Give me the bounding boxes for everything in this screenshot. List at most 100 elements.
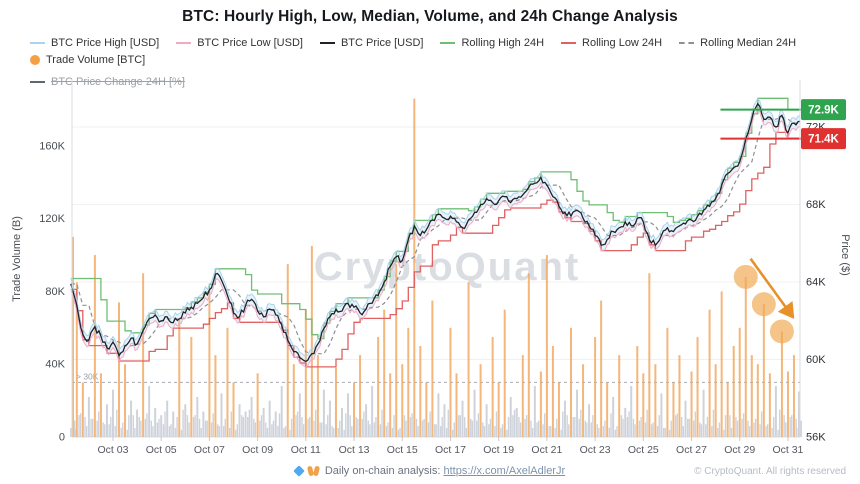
volume-minibar	[489, 418, 492, 437]
volume-bar	[654, 364, 657, 437]
legend-item[interactable]: Rolling Low 24H	[561, 37, 662, 49]
price-band	[70, 98, 801, 367]
volume-bar	[359, 355, 362, 437]
volume-minibar	[464, 416, 466, 437]
volume-bar	[87, 396, 90, 437]
volume-minibar	[259, 420, 261, 437]
volume-minibar	[339, 420, 341, 437]
volume-bar	[196, 396, 199, 437]
volume-minibar	[506, 429, 508, 437]
volume-bar	[353, 382, 356, 437]
volume-minibar	[742, 413, 745, 437]
x-axis-tick-label: Oct 29	[724, 444, 755, 456]
volume-minibar	[524, 418, 526, 437]
volume-bar	[702, 389, 705, 437]
volume-bar	[72, 236, 74, 437]
volume-minibar	[586, 422, 588, 437]
volume-minibar	[375, 416, 377, 437]
volume-minibar	[513, 409, 516, 437]
legend-item[interactable]: BTC Price [USD]	[319, 37, 423, 49]
legend-item[interactable]: Rolling Median 24H	[679, 37, 796, 49]
volume-minibar	[158, 418, 160, 437]
volume-bar	[310, 245, 313, 437]
threshold-label: > 30K	[76, 371, 99, 381]
rolling-low-badge	[801, 128, 846, 150]
volume-minibar	[345, 413, 347, 437]
volume-minibar	[128, 415, 130, 437]
trade-volume-dot-icon	[30, 55, 40, 65]
x-axis-tick-label: Oct 25	[628, 444, 659, 456]
volume-minibar	[224, 418, 226, 437]
volume-minibar	[361, 418, 363, 437]
x-axis-tick-label: Oct 13	[339, 444, 370, 456]
volume-bar	[672, 382, 675, 437]
volume-minibar	[470, 418, 472, 437]
volume-bar	[334, 367, 337, 437]
volume-minibar	[186, 415, 189, 437]
series-line-icon	[440, 42, 456, 44]
volume-bar	[714, 364, 717, 437]
volume-minibar	[122, 422, 124, 437]
legend-label: BTC Price Change 24H [%]	[51, 76, 185, 88]
volume-minibar	[321, 422, 323, 437]
x-axis-tick-label: Oct 23	[580, 444, 611, 456]
x-axis-tick-label: Oct 07	[194, 444, 225, 456]
volume-bar	[630, 386, 633, 437]
volume-bar	[515, 407, 518, 437]
volume-minibar	[134, 427, 136, 437]
volume-minibar	[194, 415, 196, 437]
volume-minibar	[735, 416, 737, 437]
volume-bar	[130, 400, 133, 437]
volume-bar	[744, 276, 747, 437]
legend-item[interactable]: BTC Price Low [USD]	[176, 37, 303, 49]
volume-minibar	[592, 415, 594, 437]
volume-minibar	[325, 424, 327, 437]
volume-minibar	[379, 424, 382, 437]
volume-bar	[600, 300, 603, 437]
volume-minibar	[228, 427, 231, 437]
volume-minibar	[355, 416, 357, 437]
volume-minibar	[711, 426, 713, 437]
volume-bar	[316, 355, 319, 437]
volume-minibar	[146, 413, 148, 437]
volume-minibar	[572, 416, 574, 437]
legend-item[interactable]: BTC Price High [USD]	[30, 37, 159, 49]
volume-minibar	[421, 420, 424, 437]
volume-minibar	[102, 422, 104, 437]
volume-minibar	[314, 409, 317, 437]
highlight-circle	[733, 264, 758, 289]
volume-minibar	[116, 409, 118, 437]
volume-minibar	[411, 413, 413, 437]
volume-bar	[136, 409, 139, 437]
volume-bar	[461, 400, 464, 437]
volume-minibar	[417, 426, 419, 437]
volume-minibar	[789, 416, 791, 437]
volume-bar	[551, 346, 554, 437]
volume-minibar	[451, 429, 454, 437]
volume-bar	[105, 404, 108, 437]
legend-item[interactable]: Trade Volume [BTC]	[30, 54, 145, 66]
x-axis-tick-label: Oct 17	[435, 444, 466, 456]
volume-minibar	[104, 424, 106, 437]
legend-item[interactable]: Rolling High 24H	[440, 37, 544, 49]
volume-bar	[509, 396, 512, 437]
volume-minibar	[433, 424, 436, 437]
volume-bar	[606, 382, 609, 437]
series-line-icon	[30, 42, 45, 44]
volume-bar	[666, 327, 669, 437]
volume-minibar	[337, 427, 339, 437]
volume-minibar	[126, 429, 128, 437]
volume-minibar	[759, 424, 761, 437]
volume-minibar	[459, 415, 462, 437]
volume-minibar	[718, 422, 721, 437]
volume-minibar	[435, 424, 437, 437]
legend-item[interactable]: BTC Price Change 24H [%]	[30, 76, 185, 88]
volume-minibar	[796, 427, 798, 437]
volume-minibar	[741, 418, 743, 437]
volume-minibar	[634, 424, 636, 437]
author-link[interactable]: https://x.com/AxelAdlerJr	[443, 465, 566, 477]
volume-bar	[250, 396, 253, 437]
volume-minibar	[706, 416, 709, 437]
x-axis-tick-label: Oct 19	[483, 444, 514, 456]
